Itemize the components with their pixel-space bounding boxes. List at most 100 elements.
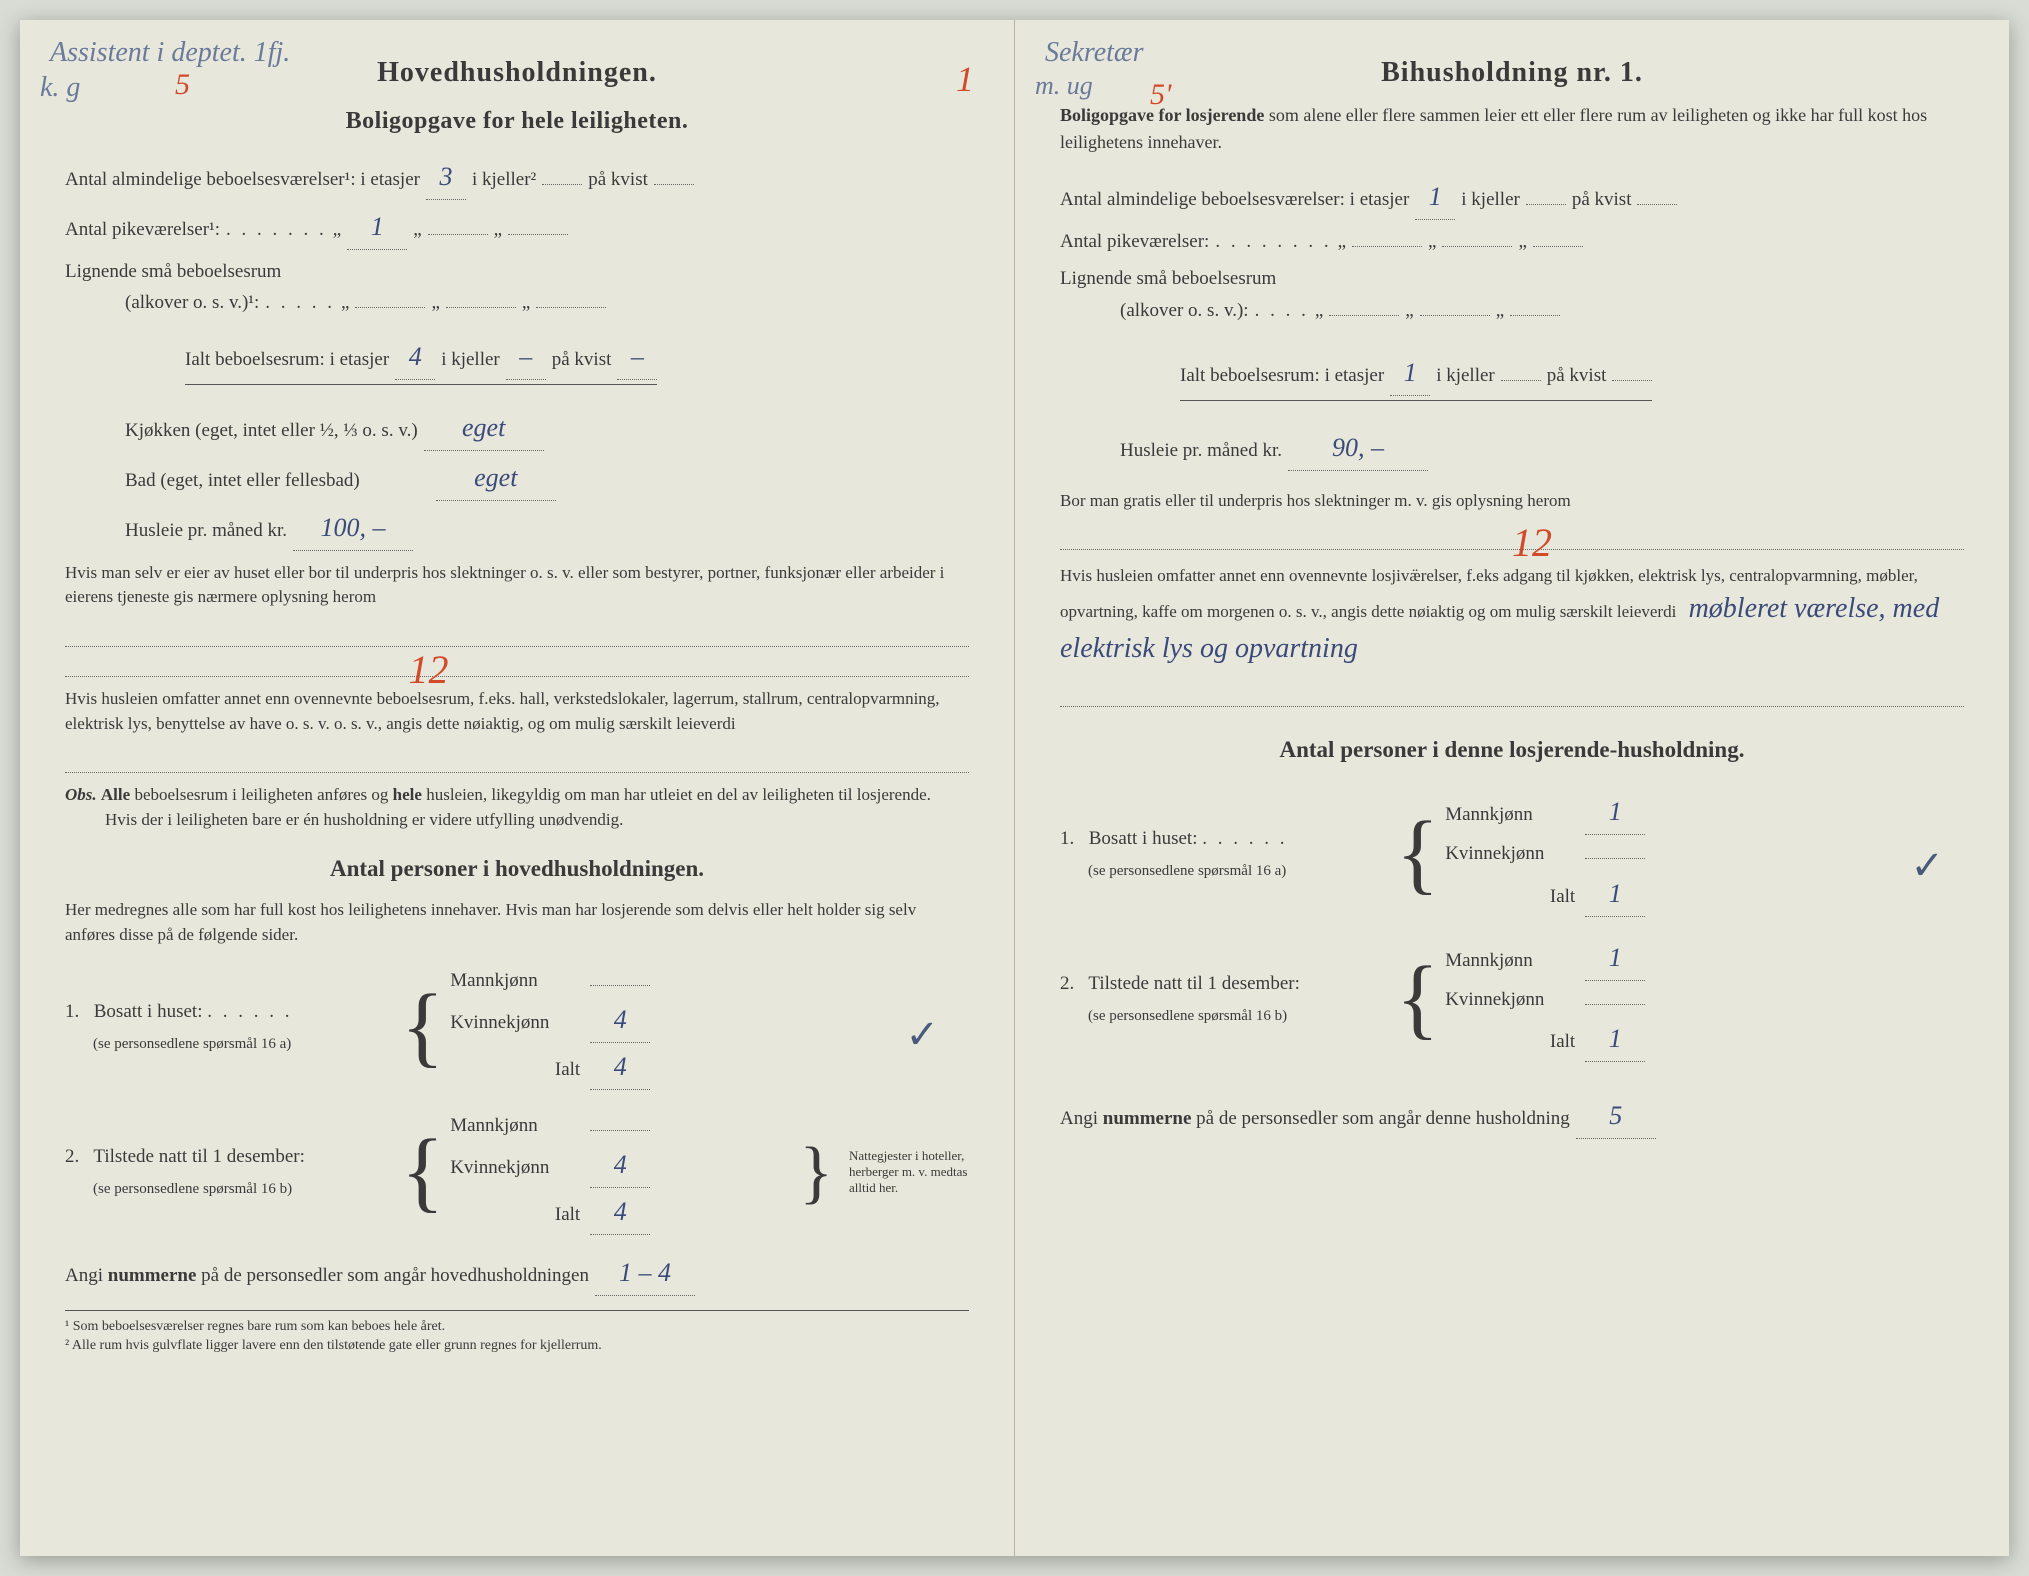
- red-5: 5': [1150, 70, 1171, 120]
- ialt-label: Ialt: [450, 1054, 590, 1085]
- q2-ref: (se personsedlene spørsmål 16 b): [1088, 1008, 1287, 1024]
- blank: [1526, 204, 1566, 205]
- brace-icon: {: [1390, 816, 1445, 893]
- q1-ialt: 1: [1585, 873, 1645, 917]
- blank: [1637, 204, 1677, 205]
- q1-mann: [590, 985, 650, 986]
- ialt-line: Ialt beboelsesrum: i etasjer 4 i kjeller…: [185, 336, 657, 385]
- hand-annotation-kg: k. g: [40, 65, 80, 111]
- value-etasjer: 3: [426, 156, 466, 200]
- label: Kjøkken (eget, intet eller ½, ⅓ o. s. v.…: [125, 415, 418, 446]
- label: på kvist: [1547, 360, 1607, 391]
- bottom-label: Angi nummerne på de personsedler som ang…: [65, 1260, 589, 1291]
- dots: . . . . . . .: [226, 214, 327, 245]
- value-etasjer: 1: [1415, 176, 1455, 220]
- pikevaerelser-line: Antal pikeværelser: . . . . . . . . „ „ …: [1060, 226, 1964, 257]
- brace-icon: {: [395, 989, 450, 1066]
- section-head: Antal personer i denne losjerende-hushol…: [1060, 731, 1964, 769]
- dotline: [65, 747, 969, 774]
- q2-group: 2. Tilstede natt til 1 desember: (se per…: [65, 1107, 969, 1238]
- label: på kvist: [588, 164, 648, 195]
- q1-kvin: [1585, 858, 1645, 859]
- label: Lignende små beboelsesrum: [1060, 268, 1276, 289]
- q1-ref: (se personsedlene spørsmål 16 a): [93, 1036, 291, 1052]
- red-5: 5: [175, 60, 190, 110]
- label: Lignende små beboelsesrum: [65, 261, 281, 282]
- ditto: „: [1405, 295, 1413, 326]
- rooms-line-1: Antal almindelige beboelsesværelser¹: i …: [65, 156, 969, 200]
- value-pike: 1: [347, 206, 407, 250]
- obs-block: Obs. Alle beboelsesrum i leiligheten anf…: [65, 783, 969, 832]
- label: Antal pikeværelser:: [1060, 226, 1209, 257]
- q2-label: Tilstede natt til 1 desember:: [93, 1146, 304, 1167]
- label: i kjeller: [441, 344, 500, 375]
- hand-annotation-mug: m. ug: [1035, 65, 1093, 108]
- q2-mann: 1: [1585, 937, 1645, 981]
- q1-ref: (se personsedlene spørsmål 16 a): [1088, 863, 1286, 879]
- dotline: [65, 620, 969, 647]
- label: (alkover o. s. v.)¹:: [125, 287, 259, 318]
- q2-ialt: 4: [590, 1191, 650, 1235]
- ditto: „: [1338, 226, 1346, 257]
- ditto: „: [413, 214, 421, 245]
- q2-ialt: 1: [1585, 1018, 1645, 1062]
- alkover-line: Lignende små beboelsesrum (alkover o. s.…: [65, 256, 969, 319]
- q1-label: Bosatt i huset:: [1089, 828, 1198, 849]
- ditto: „: [522, 287, 530, 318]
- label: Antal pikeværelser¹:: [65, 214, 220, 245]
- red-12: 12: [1512, 510, 1552, 576]
- q1-kvin: 4: [590, 999, 650, 1043]
- value-kvist: [654, 184, 694, 185]
- q2-group: 2. Tilstede natt til 1 desember: (se per…: [1060, 934, 1964, 1065]
- ditto: „: [1428, 226, 1436, 257]
- ditto: „: [341, 287, 349, 318]
- document-spread: Assistent i deptet. 1fj. k. g 5 1 Hovedh…: [20, 20, 2009, 1556]
- side-note: Nattegjester i hoteller, herberger m. v.…: [849, 1148, 969, 1197]
- dotline-12: 12: [65, 651, 969, 678]
- value-kjeller: [542, 184, 582, 185]
- dots: . . . .: [1255, 295, 1309, 326]
- q1-num: 1.: [65, 996, 89, 1027]
- label: Husleie pr. måned kr.: [1120, 435, 1282, 466]
- value-ialt-et: 1: [1390, 352, 1430, 396]
- dotline-12: 12: [1060, 524, 1964, 551]
- label: i kjeller: [1436, 360, 1495, 391]
- q1-group: 1. Bosatt i huset: . . . . . . (se perso…: [65, 962, 969, 1093]
- q2-ref: (se personsedlene spørsmål 16 b): [93, 1181, 292, 1197]
- label: Antal almindelige beboelsesværelser¹: i …: [65, 164, 420, 195]
- blank: [1501, 380, 1541, 381]
- ditto: „: [494, 214, 502, 245]
- rooms-line-1: Antal almindelige beboelsesværelser: i e…: [1060, 176, 1964, 220]
- dots: . . . . . . . .: [1215, 226, 1331, 257]
- subtitle: Boligopgave for hele leiligheten.: [65, 102, 969, 142]
- blank: [508, 234, 568, 235]
- bad-line: Bad (eget, intet eller fellesbad) eget: [125, 457, 969, 501]
- kvin-label: Kvinnekjønn: [450, 1152, 590, 1183]
- ditto: „: [333, 214, 341, 245]
- bottom-line: Angi nummerne på de personsedler som ang…: [1060, 1095, 1964, 1139]
- mann-label: Mannkjønn: [450, 1110, 590, 1141]
- value-ialt-kj: –: [506, 336, 546, 380]
- q1-mann: 1: [1585, 791, 1645, 835]
- obs-text-1: Alle beboelsesrum i leiligheten anføres …: [101, 785, 931, 804]
- red-1: 1: [956, 50, 974, 109]
- kvin-label: Kvinnekjønn: [1445, 838, 1585, 869]
- husleie-line: Husleie pr. måned kr. 100, –: [125, 507, 969, 551]
- section-head: Antal personer i hovedhusholdningen.: [65, 850, 969, 888]
- hand-annotation-top: Assistent i deptet. 1fj.: [50, 30, 290, 76]
- blank: [1352, 246, 1422, 247]
- ditto: „: [1315, 295, 1323, 326]
- right-page: Sekretær m. ug 5' Bihusholdning nr. 1. B…: [1015, 20, 2009, 1556]
- q2-kvin: [1585, 1004, 1645, 1005]
- check-mark-icon: ✓: [905, 1002, 939, 1068]
- blank: [428, 234, 488, 235]
- value-kjokken: eget: [424, 407, 544, 451]
- obs-label: Obs.: [65, 785, 97, 804]
- intro: Boligopgave for losjerende som alene ell…: [1060, 102, 1964, 156]
- blank: [446, 307, 516, 308]
- ialt-line: Ialt beboelsesrum: i etasjer 1 i kjeller…: [1180, 352, 1652, 401]
- obs-text-2: Hvis der i leiligheten bare er én hushol…: [105, 808, 623, 833]
- blank: [1420, 315, 1490, 316]
- bottom-line: Angi nummerne på de personsedler som ang…: [65, 1252, 969, 1296]
- blank: [1510, 315, 1560, 316]
